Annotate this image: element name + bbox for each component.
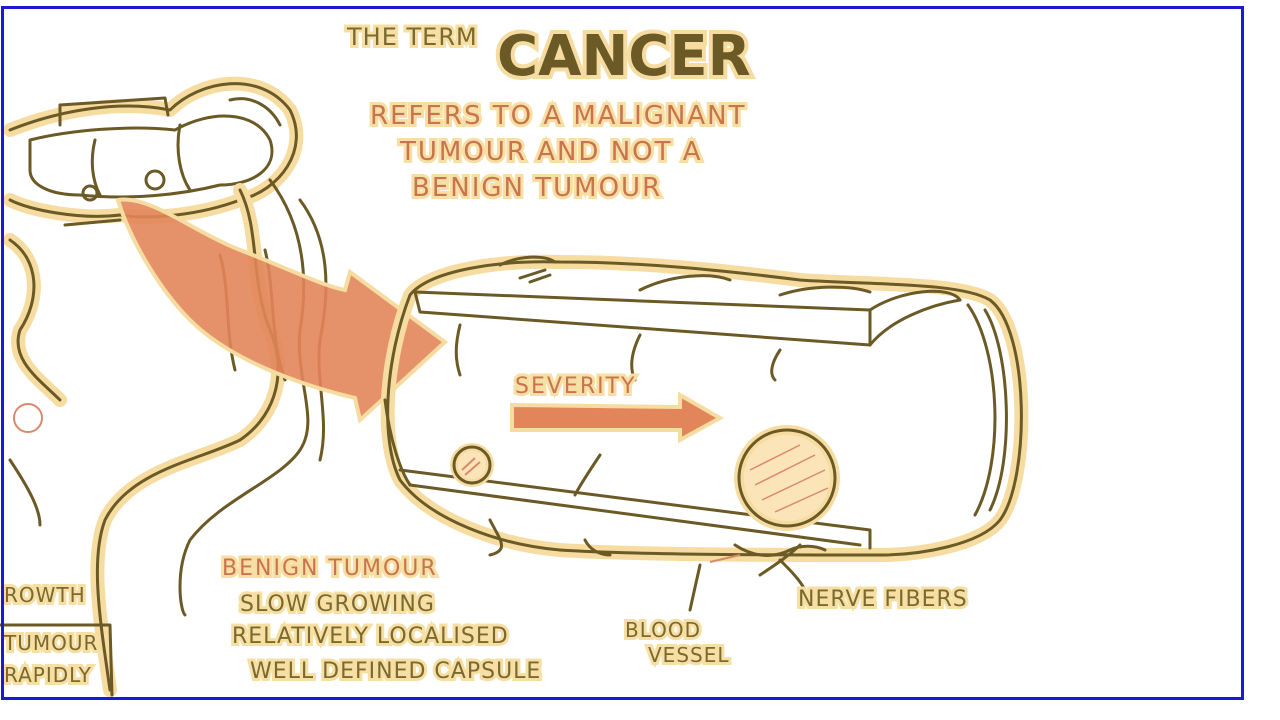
benign-heading: BENIGN TUMOUR: [222, 556, 438, 581]
nerve-fibers-drawing: [733, 543, 827, 592]
title-word: CANCER: [497, 24, 751, 89]
title-prefix: THE TERM: [346, 23, 478, 51]
severity-arrow: [510, 391, 725, 444]
blood-vessel-label-1: BLOOD: [625, 618, 701, 642]
definition-line-1: REFERS TO A MALIGNANT: [370, 101, 746, 131]
tissue-tube: [380, 254, 1029, 562]
definition-line-3: BENIGN TUMOUR: [412, 173, 662, 203]
blood-vessel-label-2: VESSEL: [648, 643, 730, 667]
definition-line-2: TUMOUR AND NOT A: [399, 137, 703, 167]
severity-label: SEVERITY: [515, 374, 636, 399]
zoom-arrow: [115, 197, 449, 424]
left-text-3: RAPIDLY: [4, 663, 92, 687]
left-text-1: ROWTH: [4, 583, 86, 607]
left-box: [0, 623, 114, 697]
benign-point-2: RELATIVELY LOCALISED: [232, 624, 509, 649]
left-text-2: TUMOUR: [3, 631, 98, 655]
benign-tumour-sphere: [734, 425, 840, 531]
blood-vessel-drawing: [688, 554, 741, 612]
benign-point-1: SLOW GROWING: [240, 592, 435, 617]
small-tumour: [450, 443, 494, 487]
nerve-fibers-label: NERVE FIBERS: [798, 587, 968, 612]
benign-point-3: WELL DEFINED CAPSULE: [250, 659, 541, 684]
